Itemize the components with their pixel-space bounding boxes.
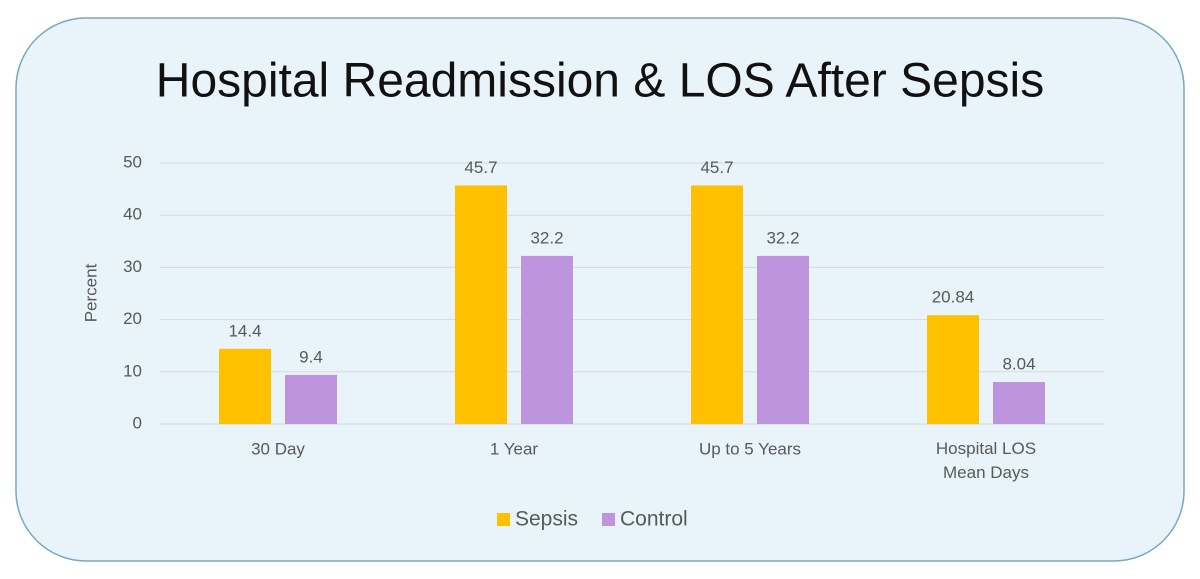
chart-title: Hospital Readmission & LOS After Sepsis	[156, 55, 1044, 108]
bar	[521, 255, 573, 424]
value-label: 9.4	[299, 347, 323, 366]
x-tick-label: Hospital LOS Mean Days	[936, 439, 1036, 482]
y-tick-label: 20	[123, 309, 142, 328]
bar	[993, 382, 1045, 424]
bar	[285, 374, 337, 424]
y-tick-label: 10	[123, 361, 142, 380]
value-label: 14.4	[228, 321, 261, 340]
value-label: 32.2	[530, 228, 563, 247]
legend-label: Control	[620, 508, 688, 531]
x-tick-label: 1 Year	[490, 439, 539, 458]
value-label: 45.7	[700, 158, 733, 177]
value-label: 8.04	[1002, 355, 1035, 374]
bar	[927, 315, 979, 424]
bar	[219, 348, 271, 424]
legend-swatch	[602, 513, 615, 526]
x-tick-label: Up to 5 Years	[699, 439, 801, 458]
y-tick-label: 50	[123, 152, 142, 171]
value-label: 32.2	[766, 228, 799, 247]
y-tick-label: 30	[123, 257, 142, 276]
bar	[691, 185, 743, 424]
legend-swatch	[497, 513, 510, 526]
value-label: 20.84	[932, 288, 975, 307]
legend-label: Sepsis	[515, 508, 578, 531]
x-tick-label: 30 Day	[251, 439, 305, 458]
y-tick-label: 40	[123, 205, 142, 224]
y-tick-label: 0	[133, 413, 142, 432]
y-axis-label: Percent	[81, 263, 100, 322]
value-label: 45.7	[464, 158, 497, 177]
chart-background	[15, 17, 1185, 562]
bar	[455, 185, 507, 424]
bar	[757, 255, 809, 424]
